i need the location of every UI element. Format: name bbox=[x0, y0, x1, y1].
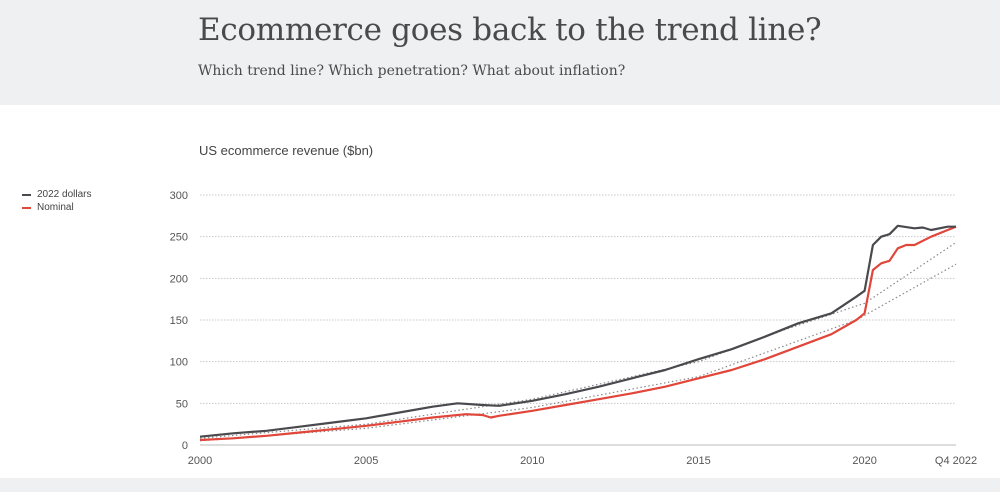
legend-label: 2022 dollars bbox=[37, 189, 92, 200]
legend: 2022 dollars Nominal bbox=[22, 188, 91, 214]
trend-line-2 bbox=[199, 242, 957, 439]
y-tick-label: 50 bbox=[176, 398, 188, 410]
x-tick-label: 2020 bbox=[852, 455, 876, 467]
trend-line-3 bbox=[199, 263, 957, 442]
chart-title: US ecommerce revenue ($bn) bbox=[199, 143, 374, 158]
y-tick-label: 300 bbox=[170, 190, 188, 202]
legend-swatch bbox=[22, 206, 31, 209]
series-line-2022-dollars bbox=[199, 224, 956, 438]
header: Ecommerce goes back to the trend line? W… bbox=[0, 0, 1000, 105]
series-line-nominal bbox=[199, 225, 957, 442]
page-title: Ecommerce goes back to the trend line? bbox=[198, 12, 822, 48]
footer-band bbox=[0, 478, 1000, 492]
x-tick-label: 2005 bbox=[354, 455, 378, 467]
legend-label: Nominal bbox=[37, 202, 74, 213]
y-tick-label: 250 bbox=[170, 232, 188, 244]
x-tick-label: 2015 bbox=[686, 455, 710, 467]
page-subtitle: Which trend line? Which penetration? Wha… bbox=[198, 63, 626, 79]
y-tick-label: 150 bbox=[170, 315, 188, 327]
legend-swatch bbox=[22, 193, 31, 196]
legend-item-nominal: Nominal bbox=[22, 201, 91, 214]
y-tick-label: 200 bbox=[170, 273, 188, 285]
x-tick-label: 2000 bbox=[188, 455, 212, 467]
x-tick-label: 2010 bbox=[520, 455, 544, 467]
y-tick-label: 0 bbox=[182, 440, 188, 452]
x-tick-label: Q4 2022 bbox=[935, 455, 977, 467]
legend-item-2022-dollars: 2022 dollars bbox=[22, 188, 91, 201]
y-tick-label: 100 bbox=[170, 357, 188, 369]
